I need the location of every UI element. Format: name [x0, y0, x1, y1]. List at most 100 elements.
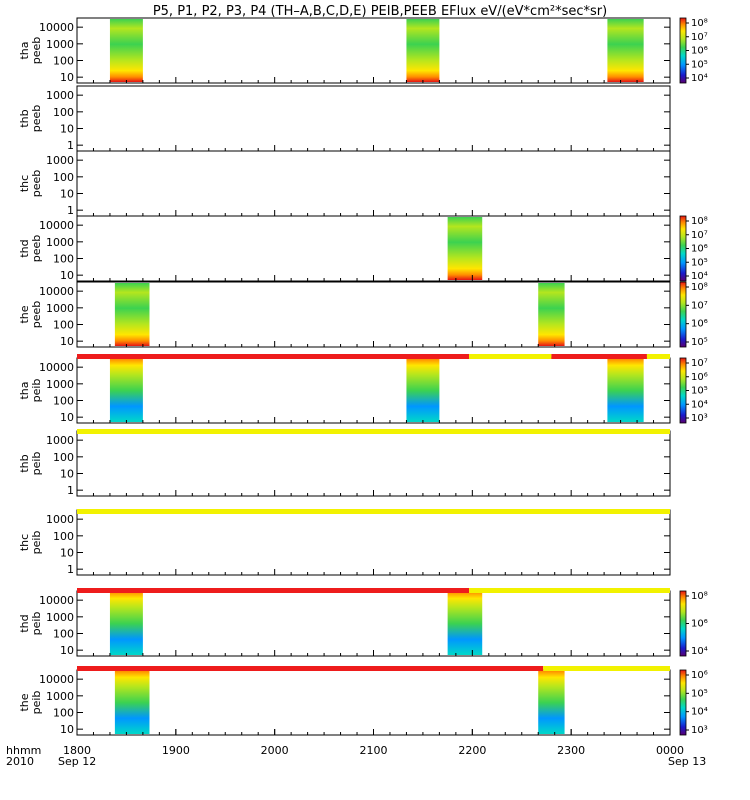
y-axis-product-label: peeb	[30, 235, 43, 263]
x-tick-label: 1800	[63, 744, 91, 757]
corner-label-year: 2010	[6, 755, 34, 768]
start-date-label: Sep 12	[58, 755, 96, 768]
colorbar-tha-peeb: 10⁴ 10⁵ 10⁶ 10⁷ 10⁸	[679, 17, 708, 84]
colorbar-strip	[679, 357, 687, 424]
end-date-label: Sep 13	[668, 755, 706, 768]
y-tick-label: 1000	[46, 690, 74, 703]
y-tick-label: 100	[53, 395, 74, 408]
y-tick-label: 1000	[46, 89, 74, 102]
colorbar-thd-peib: 10⁴ 10⁶ 10⁸	[679, 590, 708, 657]
y-tick-label: 100	[53, 451, 74, 464]
y-axis-probe-label: thd	[18, 239, 31, 257]
y-tick-label: 1000	[46, 378, 74, 391]
y-axis-product-label: peib	[30, 452, 43, 476]
x-tick-label: 2000	[261, 744, 289, 757]
panel-tha-peeb: 10 100 1000 10000 tha peeb 10⁴ 10⁵ 10⁶ 10⁷ 10⁸	[18, 17, 708, 84]
panel-the-peeb: 10 100 1000 10000 the peeb 10⁵ 10⁶ 10⁷ 10⁸	[18, 281, 708, 348]
panel-frame	[76, 281, 671, 348]
data-block-tha-peeb-2	[406, 19, 440, 82]
y-tick-label: 10000	[39, 219, 74, 232]
data-block-the-peib-1	[114, 671, 150, 734]
y-axis-probe-label: tha	[18, 381, 31, 399]
data-block-the-peib-2	[538, 671, 565, 734]
y-axis-product-label: peib	[30, 691, 43, 715]
mode-bar-segment	[646, 354, 670, 359]
colorbar-tick-label: 10⁶	[691, 46, 708, 57]
y-axis-probe-label: thb	[18, 109, 31, 127]
y-tick-label: 10000	[39, 361, 74, 374]
colorbar-tick-label: 10⁷	[691, 230, 708, 241]
y-tick-label: 1000	[46, 434, 74, 447]
y-tick-label: 100	[53, 319, 74, 332]
y-tick-label: 10000	[39, 673, 74, 686]
y-axis-product-label: peib	[30, 612, 43, 636]
y-tick-label: 100	[53, 530, 74, 543]
colorbar-strip	[679, 669, 687, 736]
colorbar-tick-label: 10⁵	[691, 688, 708, 699]
colorbar-tick-label: 10⁴	[691, 73, 708, 84]
colorbar-tick-label: 10⁸	[691, 282, 708, 293]
panel-thb-peeb: 1 10 100 1000 thb peeb	[18, 85, 671, 152]
data-block-the-peeb-1	[114, 283, 150, 346]
y-axis-product-label: peeb	[30, 37, 43, 65]
colorbar-strip	[679, 17, 687, 84]
colorbar-tha-peib: 10³ 10⁴ 10⁵ 10⁶ 10⁷	[679, 357, 708, 424]
colorbar-tick-label: 10⁴	[691, 271, 708, 282]
data-block-tha-peib-3	[607, 359, 644, 422]
colorbar-strip	[679, 590, 687, 657]
colorbar-strip	[679, 281, 687, 348]
y-tick-label: 1	[67, 484, 74, 497]
panel-frame	[76, 17, 671, 84]
y-tick-label: 10	[60, 547, 74, 560]
data-block-tha-peeb-3	[607, 19, 644, 82]
data-block-the-peeb-2	[538, 283, 565, 346]
x-tick-label: 1900	[162, 744, 190, 757]
mode-bar-segment	[551, 354, 647, 359]
y-tick-label: 1000	[46, 513, 74, 526]
mode-bar-segment	[77, 509, 670, 514]
y-tick-label: 10	[60, 335, 74, 348]
colorbar-tick-label: 10⁶	[691, 319, 708, 330]
y-tick-label: 1000	[46, 611, 74, 624]
x-tick-label: 2100	[360, 744, 388, 757]
panel-frame	[76, 215, 671, 282]
y-axis-probe-label: thc	[18, 175, 31, 192]
colorbar-the-peeb: 10⁵ 10⁶ 10⁷ 10⁸	[679, 281, 708, 348]
data-block-thd-peib-1	[109, 592, 143, 655]
x-tick-label: 2300	[557, 744, 585, 757]
y-axis-probe-label: the	[18, 693, 31, 711]
panel-thc-peib: 1 10 100 1000 thc peib	[18, 509, 671, 576]
y-tick-label: 10000	[39, 285, 74, 298]
y-tick-label: 100	[53, 171, 74, 184]
y-tick-label: 1000	[46, 302, 74, 315]
colorbar-tick-label: 10⁵	[691, 59, 708, 70]
colorbar-tick-label: 10⁸	[691, 591, 708, 602]
y-tick-label: 100	[53, 707, 74, 720]
mode-bar-segment	[77, 429, 670, 434]
y-axis-probe-label: tha	[18, 41, 31, 59]
y-tick-label: 10	[60, 188, 74, 201]
panel-frame	[76, 509, 671, 576]
colorbar-tick-label: 10⁶	[691, 670, 708, 681]
y-axis-probe-label: thb	[18, 454, 31, 472]
y-axis-product-label: peeb	[30, 105, 43, 133]
y-tick-label: 10	[60, 411, 74, 424]
colorbar-tick-label: 10⁵	[691, 337, 708, 348]
colorbar-tick-label: 10⁷	[691, 358, 708, 369]
mode-bar-segment	[543, 666, 670, 671]
y-tick-label: 1	[67, 563, 74, 576]
panel-frame	[76, 85, 671, 152]
panel-the-peib: 10 100 1000 10000 the peib 10³ 10⁴ 10⁵ 10⁶	[18, 669, 708, 736]
mode-bars	[77, 354, 670, 671]
y-tick-label: 10	[60, 644, 74, 657]
corner-label-hhmm: hhmm	[6, 744, 41, 757]
y-axis-product-label: peeb	[30, 170, 43, 198]
colorbar-tick-label: 10⁵	[691, 386, 708, 397]
colorbar-tick-label: 10⁸	[691, 18, 708, 29]
colorbar-tick-label: 10⁶	[691, 372, 708, 383]
colorbar-thd-peeb: 10⁴ 10⁵ 10⁶ 10⁷ 10⁸	[679, 215, 708, 282]
y-tick-label: 10	[60, 723, 74, 736]
panel-thc-peeb: 1 10 100 1000 thc peeb	[18, 150, 671, 217]
